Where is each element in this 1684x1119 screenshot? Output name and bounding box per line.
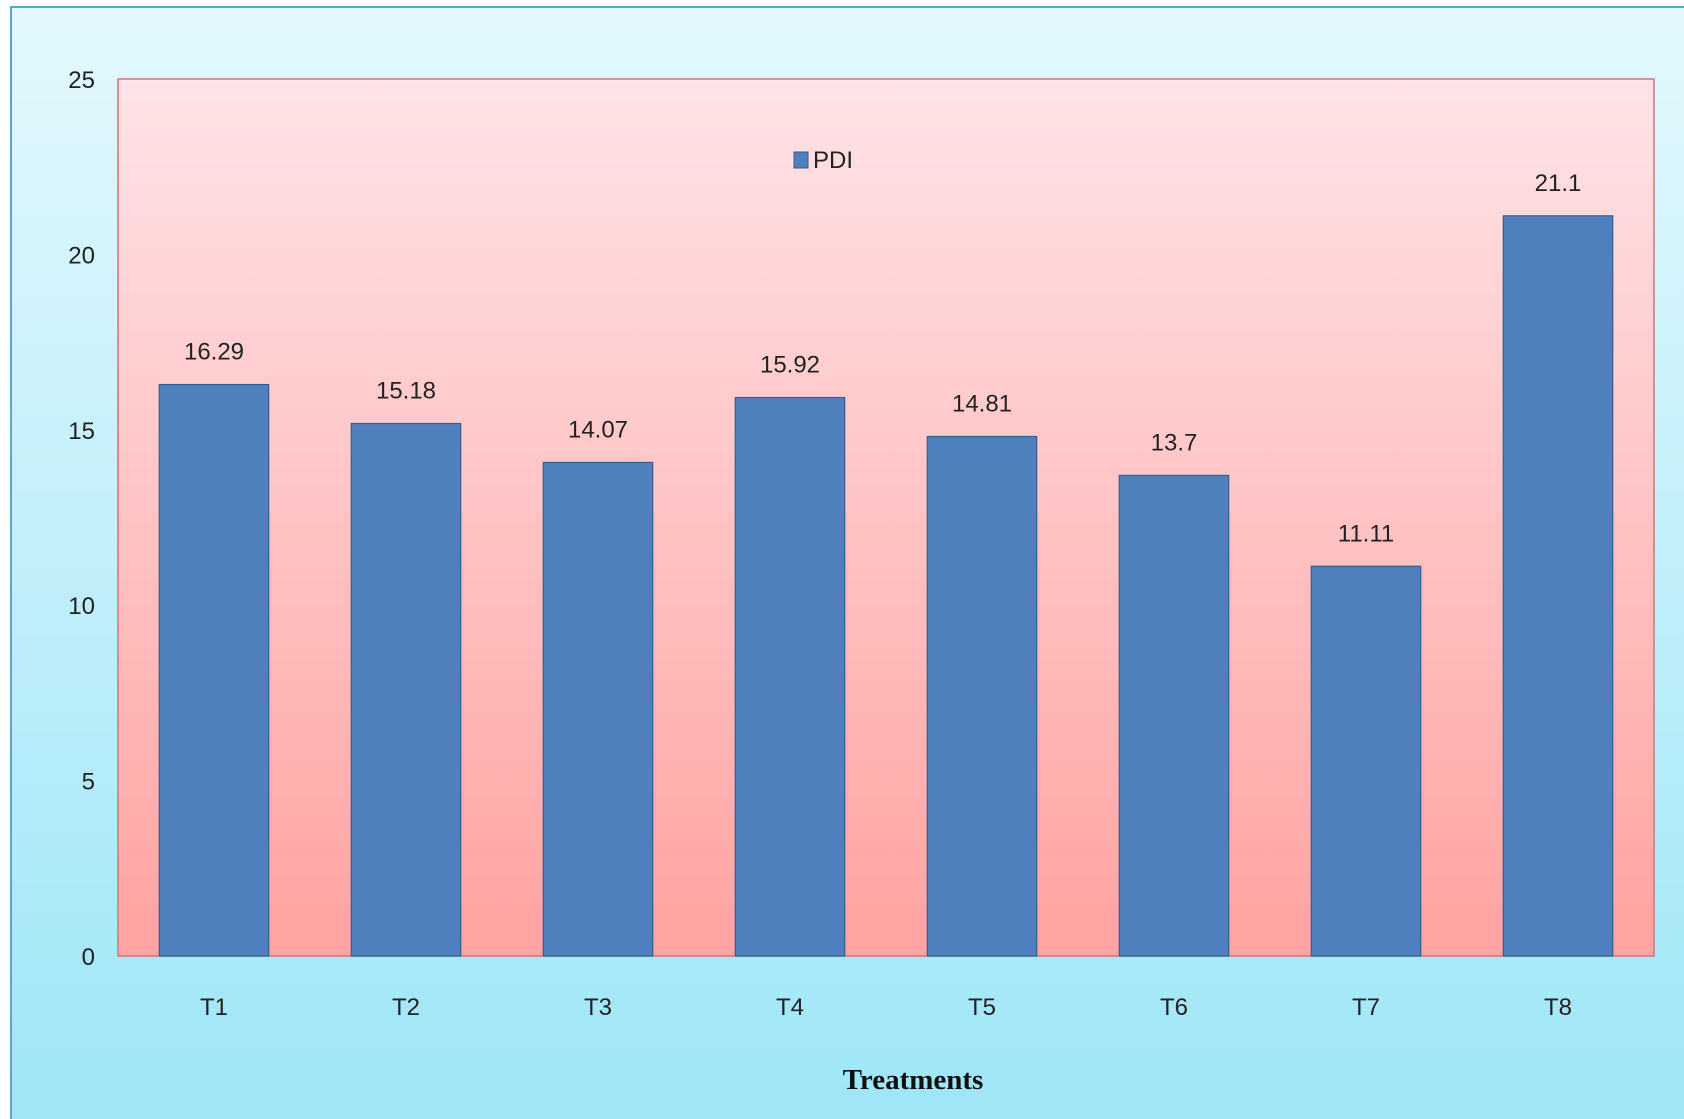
- legend-label-pdi: PDI: [813, 147, 853, 174]
- bar-t1: [158, 383, 270, 957]
- x-tick-label-t6: T6: [1160, 994, 1188, 1021]
- bar-t7: [1310, 565, 1422, 957]
- x-tick-label-t1: T1: [200, 994, 228, 1021]
- y-tick-label: 15: [68, 418, 95, 445]
- x-tick-label-t5: T5: [968, 994, 996, 1021]
- x-axis-ticks: T1 T2 T3 T4 T5 T6 T7 T8: [200, 994, 1572, 1021]
- data-label-t1: 16.29: [184, 339, 244, 366]
- y-tick-label: 0: [82, 944, 95, 971]
- bar-t2: [350, 422, 462, 957]
- data-label-t2: 15.18: [376, 377, 436, 404]
- y-tick-label: 5: [82, 769, 95, 796]
- bar-t5: [926, 435, 1038, 957]
- data-label-t6: 13.7: [1151, 429, 1198, 456]
- x-tick-label-t3: T3: [584, 994, 612, 1021]
- x-tick-label-t4: T4: [776, 994, 804, 1021]
- plot-area: [117, 78, 1655, 957]
- y-tick-label: 20: [68, 242, 95, 269]
- data-label-t4: 15.92: [760, 352, 820, 379]
- x-axis-title: Treatments: [843, 1064, 984, 1096]
- legend-swatch-pdi: [793, 151, 809, 169]
- x-tick-label-t7: T7: [1352, 994, 1380, 1021]
- y-tick-label: 10: [68, 593, 95, 620]
- bar-t6: [1118, 474, 1230, 957]
- x-tick-label-t2: T2: [392, 994, 420, 1021]
- bar-t3: [542, 461, 654, 957]
- data-label-t5: 14.81: [952, 390, 1012, 417]
- bar-t8: [1502, 215, 1614, 957]
- y-axis-ticks: 0 5 10 15 20 25: [68, 67, 95, 971]
- data-label-t3: 14.07: [568, 416, 628, 443]
- bars: [158, 215, 1614, 957]
- data-label-t7: 11.11: [1338, 520, 1395, 547]
- x-tick-label-t8: T8: [1544, 994, 1572, 1021]
- legend: PDI: [793, 147, 853, 174]
- data-labels: 16.29 15.18 14.07 15.92 14.81 13.7 11.11 21.1: [184, 170, 1581, 547]
- data-label-t8: 21.1: [1535, 170, 1582, 197]
- y-tick-label: 25: [68, 67, 95, 94]
- bar-t4: [734, 396, 846, 957]
